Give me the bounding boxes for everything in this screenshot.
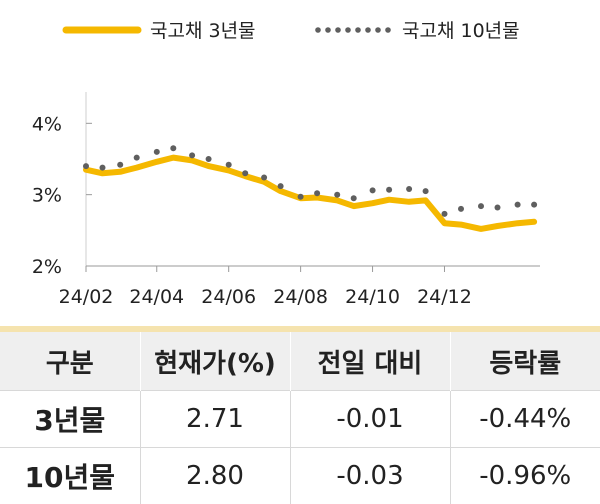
series-10y-point [350,195,357,202]
legend-dot [325,27,331,33]
series-10y-point [117,161,124,168]
series-10y-point [170,145,177,152]
series-layer [83,145,538,232]
x-tick-label: 24/02 [59,286,114,308]
series-10y-point [531,201,538,208]
series-10y-point [514,201,521,208]
series-10y-point [277,183,284,190]
series-10y-point [406,186,413,192]
series-10y-point [458,205,464,212]
y-tick-label: 2% [32,256,62,278]
cell-change-rate: -0.96% [450,447,600,504]
y-tick-label: 3% [32,185,62,207]
table-row: 3년물 2.71 -0.01 -0.44% [0,390,600,448]
x-tick-label: 24/12 [417,286,472,308]
x-tick-label: 24/06 [201,286,256,308]
legend-label-3y: 국고채 3년물 [150,20,256,42]
legend-label-10y: 국고채 10년물 [402,20,520,42]
header-change-rate: 등락률 [450,332,600,391]
series-10y-point [189,152,196,159]
legend-dot [315,27,321,33]
quote-table-area: 구분 현재가(%) 전일 대비 등락률 3년물 2.71 -0.01 -0.44… [0,326,600,504]
legend-dot [345,27,351,33]
y-ticks: 2% 3% 4% [32,113,92,278]
cell-change: -0.03 [290,447,451,504]
series-10y-point [242,170,249,177]
series-10y-point [205,156,212,162]
series-10y-point [369,187,376,194]
legend-dot [385,27,391,33]
row-label-3y: 3년물 [0,390,141,448]
quote-table: 구분 현재가(%) 전일 대비 등락률 3년물 2.71 -0.01 -0.44… [0,332,600,504]
series-10y-point [225,161,232,168]
series-10y-point [386,186,393,193]
x-tick-label: 24/04 [129,286,184,308]
series-10y-point [99,164,106,171]
legend: 국고채 3년물 국고채 10년물 [62,20,520,42]
series-10y-point [297,193,304,200]
x-tick-label: 24/10 [345,286,400,308]
cell-current-price: 2.80 [140,447,291,504]
series-10y-point [133,154,140,161]
cell-change: -0.01 [290,390,451,448]
axes [85,92,540,267]
series-10y-point [441,210,448,217]
legend-dot [355,27,361,33]
header-change: 전일 대비 [290,332,451,391]
series-10y [83,145,538,217]
table-row: 10년물 2.80 -0.03 -0.96% [0,447,600,504]
series-10y-point [261,174,268,181]
legend-dot [375,27,381,33]
x-tick-label: 24/08 [273,286,328,308]
series-10y-point [494,204,501,211]
series-10y-point [314,190,321,197]
series-line-3y [83,154,538,232]
series-10y-point [422,188,429,195]
series-10y-point [478,203,484,210]
series-10y-point [153,148,160,155]
cell-change-rate: -0.44% [450,390,600,448]
header-current-price: 현재가(%) [140,332,291,391]
chart: 국고채 3년물 국고채 10년물 2%3%4% 24/02 24/04 24/06 2… [32,20,540,308]
series-10y-point [334,191,341,198]
legend-swatch-10y [315,27,391,33]
y-tick-label: 4% [32,113,62,135]
x-ticks: 24/02 24/04 24/06 24/08 24/10 24/12 [59,266,472,308]
cell-current-price: 2.71 [140,390,291,448]
series-10y-point [83,163,89,170]
row-label-10y: 10년물 [0,447,141,504]
legend-dot [335,27,341,33]
legend-dot [365,27,371,33]
table-header-row: 구분 현재가(%) 전일 대비 등락률 [0,332,600,391]
table-top-rule [0,326,600,332]
header-category: 구분 [0,332,141,391]
